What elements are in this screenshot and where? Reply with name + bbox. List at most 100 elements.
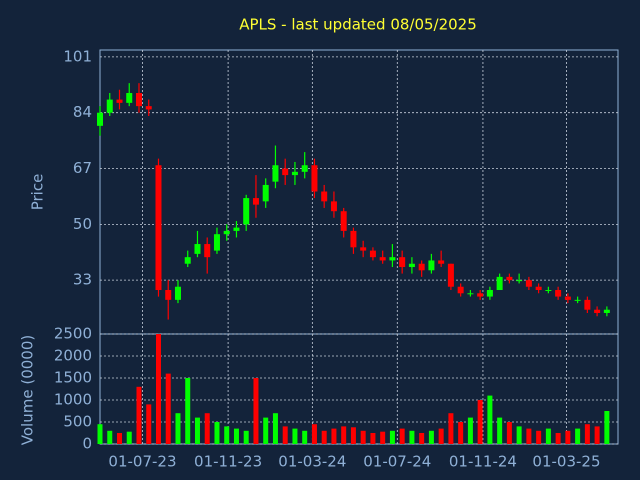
volume-bar	[126, 431, 132, 444]
volume-bar	[263, 417, 269, 444]
x-tick-label: 01-11-24	[449, 453, 517, 471]
y-tick-label: 101	[63, 47, 92, 65]
volume-bar	[389, 430, 395, 444]
volume-bar	[536, 430, 542, 444]
y2-tick-label: 2500	[54, 325, 92, 343]
candle-body	[311, 165, 318, 192]
candle-body	[525, 280, 532, 287]
candle-body	[165, 290, 172, 300]
volume-bar	[341, 426, 347, 444]
candle-body	[321, 191, 328, 202]
y2-tick-label: 500	[63, 413, 92, 431]
volume-bar	[458, 422, 464, 444]
candle-body	[574, 299, 581, 301]
x-tick-label: 01-11-23	[194, 453, 262, 471]
candle-body	[379, 257, 386, 261]
y2-tick-label: 0	[82, 435, 92, 453]
volume-bar	[321, 430, 327, 444]
volume-bar	[107, 430, 113, 444]
y2-axis-label: Volume (0000)	[19, 335, 37, 445]
y-tick-label: 84	[73, 103, 92, 121]
x-tick-label: 01-03-25	[532, 453, 600, 471]
volume-bar	[428, 430, 434, 444]
candle-body	[457, 286, 464, 294]
volume-bar	[370, 433, 376, 444]
candle-body	[291, 171, 298, 176]
volume-bar	[165, 373, 171, 444]
candle-body	[399, 257, 406, 268]
volume-bar	[584, 424, 590, 444]
volume-bar	[604, 411, 610, 444]
volume-bar	[204, 413, 210, 444]
volume-bar	[555, 433, 561, 444]
x-tick-label: 01-07-23	[108, 453, 176, 471]
candle-body	[496, 276, 503, 291]
candle-body	[564, 296, 571, 300]
candle-body	[360, 247, 367, 251]
x-tick-label: 01-07-24	[363, 453, 431, 471]
candle-body	[408, 263, 415, 268]
candle-body	[106, 99, 113, 113]
candle-body	[204, 244, 211, 258]
candle-body	[145, 106, 152, 110]
volume-frame	[99, 333, 619, 445]
candle-body	[174, 286, 181, 300]
volume-bar	[233, 428, 239, 444]
y2-tick-label: 1500	[54, 369, 92, 387]
volume-bar	[136, 386, 142, 444]
candle-body	[447, 263, 454, 287]
volume-bar	[448, 413, 454, 444]
candle-body	[545, 290, 552, 292]
candle-body	[213, 234, 220, 251]
candle-body	[350, 230, 357, 248]
volume-bar	[419, 433, 425, 444]
candle-body	[243, 198, 250, 225]
candle-body	[126, 93, 133, 103]
candle-body	[282, 168, 289, 176]
candle-body	[506, 276, 513, 281]
volume-bar	[380, 431, 386, 444]
candle-body	[233, 227, 240, 231]
y2-tick-label: 2000	[54, 347, 92, 365]
candle-body	[418, 263, 425, 271]
candle-body	[516, 280, 523, 282]
candle-body	[467, 293, 474, 295]
volume-bar	[497, 417, 503, 444]
x-tick-label: 01-03-24	[278, 453, 346, 471]
candle-body	[535, 286, 542, 291]
candle-body	[584, 299, 591, 310]
candle-body	[555, 290, 562, 297]
candle-body	[252, 198, 259, 205]
candle-body	[116, 99, 123, 103]
volume-bar	[146, 404, 152, 444]
candle-body	[428, 260, 435, 271]
volume-bar	[575, 428, 581, 444]
y-tick-label: 33	[73, 271, 92, 289]
volume-bar	[331, 428, 337, 444]
candle-body	[330, 201, 337, 212]
volume-bar	[253, 378, 259, 444]
volume-bar	[350, 427, 356, 444]
volume-bar	[516, 426, 522, 444]
candle-body	[369, 250, 376, 258]
volume-bar	[243, 430, 249, 444]
volume-bar	[526, 428, 532, 444]
candle-body	[262, 184, 269, 202]
candle-body	[477, 293, 484, 297]
candle-body	[301, 165, 308, 172]
y2-tick-label: 1000	[54, 391, 92, 409]
volume-bar	[292, 428, 298, 444]
chart-title: APLS - last updated 08/05/2025	[239, 16, 477, 34]
candle-body	[594, 309, 601, 313]
volume-bar	[185, 378, 191, 444]
candle-body	[155, 165, 162, 291]
volume-bar	[360, 430, 366, 444]
candle-body	[389, 257, 396, 261]
volume-bar	[116, 433, 122, 444]
y-axis-label: Price	[29, 174, 47, 211]
volume-bar	[487, 395, 493, 444]
volume-bar	[194, 417, 200, 444]
candle-body	[223, 230, 230, 235]
volume-bar	[175, 413, 181, 444]
volume-bar	[477, 400, 483, 444]
